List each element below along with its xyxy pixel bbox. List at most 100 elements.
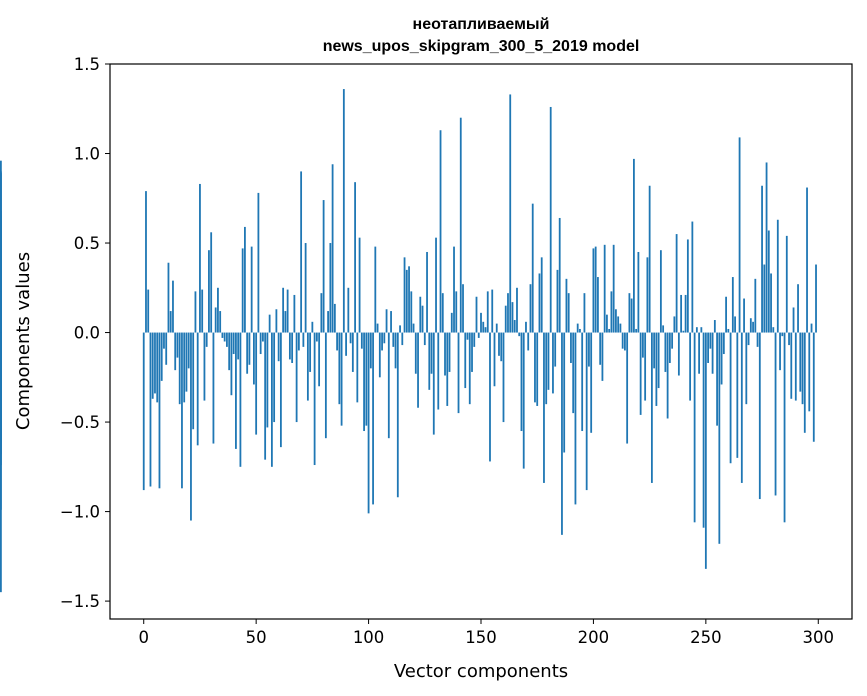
- bar-216: [628, 293, 631, 333]
- bar-254: [713, 320, 716, 333]
- bar-197: [585, 332, 588, 491]
- bar-132: [439, 130, 442, 333]
- bar-107: [383, 332, 386, 344]
- bar-64: [286, 289, 289, 333]
- bar-36: [223, 332, 226, 342]
- bar-102: [372, 332, 374, 505]
- bar-143: [464, 332, 467, 389]
- bar-156: [493, 332, 496, 387]
- bar-212: [619, 323, 622, 333]
- bar-227: [653, 332, 656, 369]
- bar-66: [291, 332, 294, 363]
- bar-185: [558, 217, 561, 333]
- bar-167: [518, 332, 521, 337]
- bar-86: [336, 332, 338, 351]
- bar-151: [482, 321, 485, 333]
- bar-232: [664, 332, 667, 372]
- bar-165: [513, 320, 516, 333]
- bar-284: [781, 332, 784, 337]
- bar-56: [268, 314, 271, 333]
- bar-278: [767, 230, 770, 333]
- bar-221: [639, 332, 642, 415]
- bar-28: [205, 332, 208, 347]
- bar-39: [230, 332, 233, 396]
- bar-19: [185, 332, 188, 392]
- y-tick-label: 0.5: [74, 234, 100, 253]
- bar-183: [554, 332, 557, 367]
- bar-241: [684, 294, 687, 333]
- bar-138: [453, 246, 455, 333]
- bar-101: [369, 332, 372, 369]
- bar-246: [695, 327, 698, 333]
- bar-201: [594, 246, 597, 333]
- bar-108: [385, 309, 388, 333]
- y-axis: 1.5 1.0 0.5 0.0 −0.5 −1.0 −1.5: [60, 55, 110, 611]
- bar-286: [785, 235, 788, 333]
- bar-20: [187, 332, 190, 369]
- bar-348: [0, 332, 2, 401]
- bar-120: [412, 323, 415, 333]
- y-tick-label: −1.0: [60, 503, 100, 522]
- bar-196: [583, 293, 586, 333]
- bar-256: [718, 332, 721, 544]
- bar-199: [590, 332, 593, 433]
- bar-220: [637, 251, 640, 333]
- bar-274: [758, 332, 761, 500]
- bar-65: [288, 332, 291, 360]
- bar-270: [749, 318, 752, 333]
- bar-202: [597, 277, 599, 333]
- bar-106: [381, 332, 383, 351]
- bar-252: [709, 332, 712, 349]
- bar-281: [774, 332, 777, 496]
- bar-109: [387, 332, 390, 439]
- bar-123: [419, 296, 422, 333]
- bar-169: [522, 332, 525, 469]
- bar-77: [315, 332, 318, 342]
- chart-subtitle: news_upos_skipgram_300_5_2019 model: [323, 38, 640, 55]
- bar-269: [747, 332, 750, 346]
- bar-299: [815, 264, 817, 333]
- bar-242: [686, 239, 689, 333]
- bar-219: [635, 328, 638, 333]
- bar-267: [743, 298, 745, 333]
- bar-15: [176, 332, 179, 358]
- bar-187: [563, 332, 566, 453]
- bar-170: [525, 321, 527, 333]
- bar-81: [324, 332, 327, 439]
- bar-276: [763, 264, 766, 333]
- bar-72: [304, 243, 307, 333]
- bar-45: [244, 226, 246, 333]
- bar-90: [345, 332, 347, 356]
- bar-38: [228, 332, 231, 371]
- bar-160: [502, 332, 505, 423]
- bar-125: [423, 332, 426, 346]
- bar-32: [214, 307, 217, 333]
- bar-58: [273, 332, 276, 423]
- bar-30: [210, 232, 213, 333]
- y-tick-label: 1.0: [74, 145, 100, 164]
- bar-50: [255, 332, 258, 435]
- bar-184: [556, 269, 559, 333]
- bar-190: [570, 332, 572, 363]
- bar-27: [203, 332, 206, 401]
- bar-127: [428, 332, 431, 390]
- bar-2: [147, 289, 150, 333]
- bar-145: [468, 332, 471, 405]
- bar-113: [396, 332, 399, 498]
- bar-345: [0, 173, 2, 333]
- bar-100: [367, 332, 370, 514]
- bar-191: [572, 332, 575, 414]
- bar-14: [174, 332, 177, 371]
- bar-214: [624, 332, 626, 351]
- bar-205: [603, 244, 606, 333]
- bar-226: [650, 332, 653, 483]
- bar-99: [365, 332, 368, 426]
- bar-217: [630, 298, 633, 333]
- bar-164: [511, 302, 514, 333]
- bar-146: [471, 332, 473, 372]
- y-tick-label: 0.0: [74, 324, 100, 343]
- bar-78: [318, 332, 321, 387]
- bar-139: [455, 291, 458, 333]
- bar-128: [430, 332, 433, 374]
- bar-230: [659, 250, 662, 333]
